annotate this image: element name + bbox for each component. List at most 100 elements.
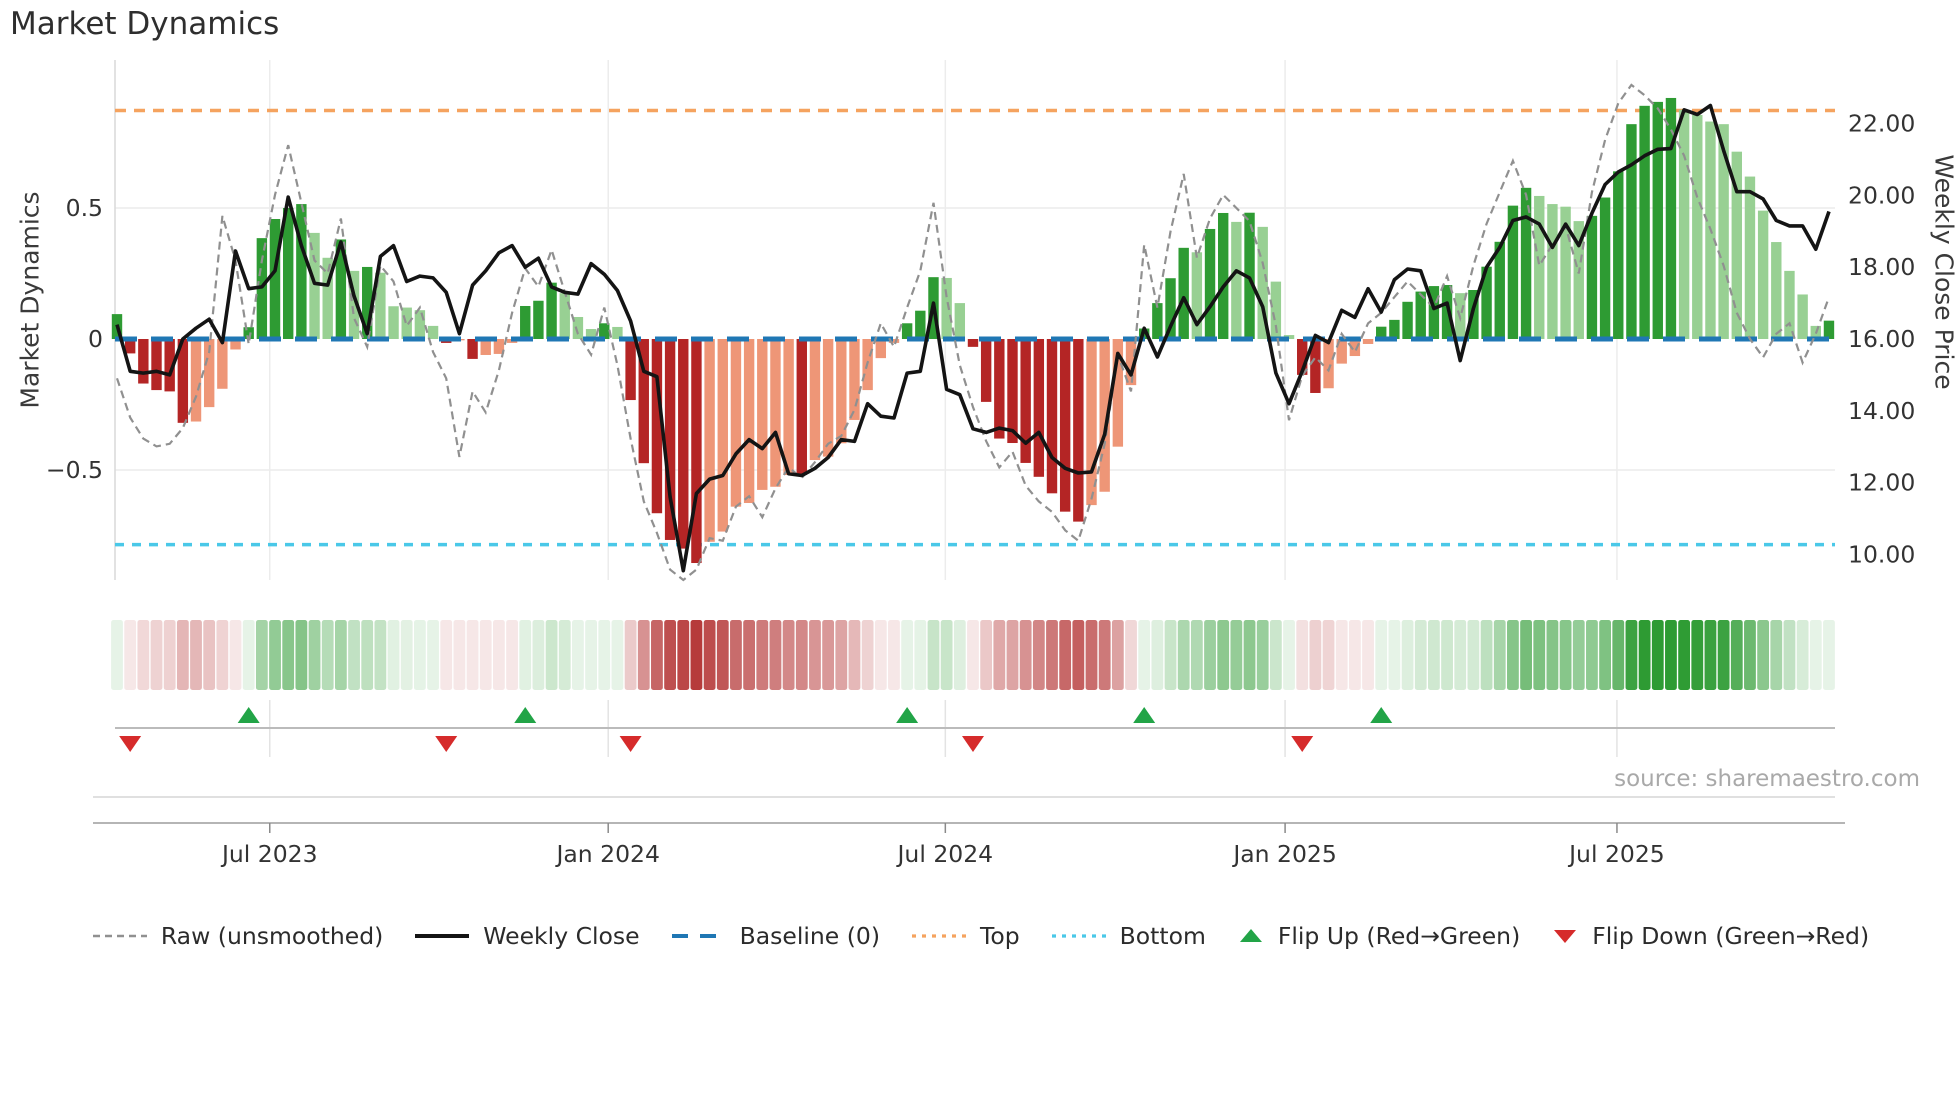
heatmap-cell bbox=[1322, 620, 1335, 690]
heatmap-cell bbox=[1480, 620, 1493, 690]
oscillator-bar bbox=[1336, 339, 1347, 364]
oscillator-bar bbox=[638, 339, 649, 464]
right-axis-tick-label: 12.00 bbox=[1848, 469, 1915, 497]
heatmap-cell bbox=[1059, 620, 1072, 690]
legend-item-dot-cyan[interactable]: Bottom bbox=[1050, 922, 1206, 950]
oscillator-bar bbox=[375, 272, 386, 339]
heatmap-cell bbox=[1348, 620, 1361, 690]
legend-item-dash-gray[interactable]: Raw (unsmoothed) bbox=[91, 922, 383, 950]
oscillator-bar bbox=[1441, 285, 1453, 339]
oscillator-bar bbox=[190, 339, 202, 422]
oscillator-bar bbox=[1599, 197, 1611, 339]
page-title: Market Dynamics bbox=[10, 6, 280, 42]
oscillator-bar bbox=[1586, 215, 1598, 339]
heatmap-cell bbox=[1296, 620, 1309, 690]
oscillator-bar bbox=[1152, 303, 1163, 339]
heatmap-cell bbox=[255, 620, 268, 690]
legend-item-tri-down[interactable]: Flip Down (Green→Red) bbox=[1550, 922, 1869, 950]
oscillator-bar bbox=[1099, 339, 1110, 492]
oscillator-bar bbox=[664, 339, 676, 540]
legend-item-dot-orange[interactable]: Top bbox=[910, 922, 1020, 950]
oscillator-bar bbox=[1534, 195, 1545, 339]
legend-item-label: Weekly Close bbox=[483, 922, 640, 950]
oscillator-bar bbox=[1178, 247, 1189, 339]
heatmap-cell bbox=[413, 620, 426, 690]
heatmap-cell bbox=[1546, 620, 1559, 690]
legend-item-label: Top bbox=[980, 922, 1020, 950]
heatmap-cell bbox=[1375, 620, 1388, 690]
heatmap-cell bbox=[1098, 620, 1111, 690]
oscillator-bar bbox=[203, 339, 215, 408]
oscillator-bar bbox=[467, 339, 478, 359]
flip-down-marker bbox=[961, 736, 984, 752]
heatmap-cell bbox=[914, 620, 927, 690]
heatmap-cell bbox=[1046, 620, 1058, 690]
heatmap-cell bbox=[506, 620, 518, 690]
heatmap-cell bbox=[1507, 620, 1519, 690]
heatmap-cell bbox=[1467, 620, 1480, 690]
heatmap-cell bbox=[466, 620, 479, 690]
heatmap-cell bbox=[572, 620, 584, 690]
heatmap-cell bbox=[1138, 620, 1151, 690]
oscillator-bar bbox=[915, 310, 926, 339]
left-axis-tick-label: 0 bbox=[88, 325, 103, 353]
oscillator-bar bbox=[849, 339, 860, 420]
oscillator-bar bbox=[1784, 270, 1795, 339]
oscillator-bar bbox=[875, 339, 887, 359]
heatmap-cell bbox=[532, 620, 545, 690]
heatmap-cell bbox=[1730, 620, 1743, 690]
oscillator-bar bbox=[901, 323, 913, 339]
oscillator-bar bbox=[678, 339, 689, 549]
heatmap-cell bbox=[229, 620, 242, 690]
heatmap-cell bbox=[1151, 620, 1164, 690]
heatmap-cell bbox=[822, 620, 835, 690]
oscillator-bar bbox=[1481, 266, 1492, 339]
legend-item-tri-up[interactable]: Flip Up (Red→Green) bbox=[1236, 922, 1520, 950]
oscillator-bar bbox=[822, 339, 834, 457]
x-axis-tick-label: Jan 2025 bbox=[1231, 840, 1337, 868]
oscillator-bar bbox=[1757, 210, 1769, 339]
heatmap-cell bbox=[493, 620, 505, 690]
oscillator-bar bbox=[1165, 278, 1176, 339]
left-axis-tick-label: 0.5 bbox=[66, 194, 103, 222]
heatmap-cell bbox=[1783, 620, 1796, 690]
flip-up-marker bbox=[1370, 707, 1393, 723]
dot-orange-legend-swatch bbox=[910, 923, 968, 949]
heatmap-cell bbox=[1691, 620, 1704, 690]
heatmap-cell bbox=[111, 620, 123, 690]
heatmap-cell bbox=[282, 620, 295, 690]
heatmap-cell bbox=[782, 620, 795, 690]
oscillator-bar bbox=[388, 306, 399, 339]
legend-item-dash-blue[interactable]: Baseline (0) bbox=[670, 922, 880, 950]
flip-up-marker bbox=[237, 707, 260, 723]
oscillator-bar bbox=[572, 316, 584, 339]
x-axis-tick-label: Jan 2024 bbox=[554, 840, 660, 868]
heatmap-cell bbox=[1362, 620, 1374, 690]
heatmap-cell bbox=[163, 620, 176, 690]
oscillator-bar bbox=[599, 323, 610, 339]
oscillator-bar bbox=[1389, 319, 1400, 339]
flip-down-marker bbox=[1291, 736, 1314, 752]
heatmap-cell bbox=[677, 620, 690, 690]
oscillator-bar bbox=[217, 339, 228, 389]
legend-item-label: Baseline (0) bbox=[739, 922, 880, 950]
oscillator-bar bbox=[493, 339, 505, 354]
flip-up-marker bbox=[896, 707, 919, 723]
heatmap-cell bbox=[216, 620, 229, 690]
weekly-close-line bbox=[115, 103, 1831, 573]
heatmap-cell bbox=[427, 620, 439, 690]
oscillator-bar bbox=[138, 339, 149, 384]
oscillator-bar bbox=[230, 339, 241, 350]
legend-item-label: Bottom bbox=[1119, 922, 1206, 950]
heatmap-cell bbox=[795, 620, 808, 690]
oscillator-bar bbox=[770, 339, 781, 487]
legend-item-solid-black[interactable]: Weekly Close bbox=[413, 922, 640, 950]
heatmap-cell bbox=[1256, 620, 1269, 690]
left-axis-tick-label: −0.5 bbox=[46, 456, 103, 484]
heatmap-cell bbox=[651, 620, 663, 690]
oscillator-bar bbox=[1204, 228, 1216, 339]
oscillator-bar bbox=[1257, 226, 1268, 339]
oscillator-bar bbox=[1494, 241, 1505, 339]
right-axis-tick-label: 14.00 bbox=[1848, 397, 1915, 425]
